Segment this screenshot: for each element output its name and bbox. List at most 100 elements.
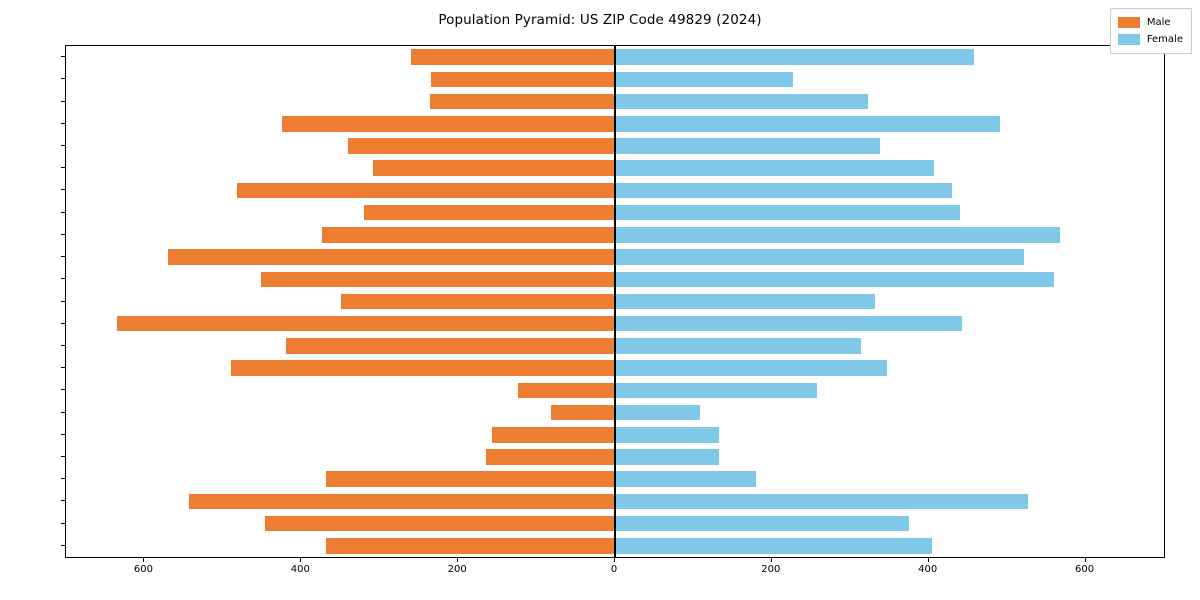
y-axis-tick-mark xyxy=(61,544,65,546)
bar-female xyxy=(615,493,1028,510)
y-axis-tick-mark xyxy=(61,278,65,280)
bar-female xyxy=(615,249,1024,265)
bar-male xyxy=(431,71,615,88)
bar-female xyxy=(615,71,794,88)
bar-group xyxy=(66,271,1164,288)
bar-group xyxy=(66,427,1164,443)
x-axis-tick-mark xyxy=(300,558,302,562)
bar-male xyxy=(347,138,615,154)
legend-item-female[interactable]: Female xyxy=(1117,31,1183,48)
bar-female xyxy=(615,360,888,376)
bar-male xyxy=(230,360,615,376)
bar-female xyxy=(615,115,1001,132)
bar-female xyxy=(615,160,935,176)
bar-male xyxy=(260,271,615,288)
bar-group xyxy=(66,182,1164,199)
y-axis-tick-mark xyxy=(61,211,65,213)
bar-female xyxy=(615,449,719,465)
bar-male xyxy=(286,338,615,354)
bar-male xyxy=(325,471,615,487)
bar-group xyxy=(66,493,1164,510)
bar-female xyxy=(615,515,910,532)
bar-female xyxy=(615,93,869,110)
y-axis-tick-mark xyxy=(61,78,65,80)
y-axis-tick-mark xyxy=(61,300,65,302)
bar-male xyxy=(550,404,615,421)
zero-axis-line xyxy=(614,46,616,557)
bar-group xyxy=(66,249,1164,265)
bar-group xyxy=(66,71,1164,88)
y-axis-tick-mark xyxy=(61,256,65,258)
bar-group xyxy=(66,293,1164,310)
x-axis-tick-mark xyxy=(143,558,145,562)
bar-female xyxy=(615,138,881,154)
x-axis-tick-mark xyxy=(927,558,929,562)
bar-female xyxy=(615,49,975,65)
x-axis-tick-label: 400 xyxy=(290,564,310,575)
legend: Male Female xyxy=(1109,8,1192,54)
bar-male xyxy=(373,160,615,176)
x-axis-tick-label: 0 xyxy=(610,564,618,575)
bar-male xyxy=(340,293,615,310)
bar-group xyxy=(66,315,1164,332)
y-axis-tick-mark xyxy=(61,322,65,324)
y-axis-tick-mark xyxy=(61,522,65,524)
bar-male xyxy=(517,382,615,399)
x-axis-tick-label: 200 xyxy=(447,564,467,575)
x-axis-tick-mark xyxy=(1084,558,1086,562)
bar-male xyxy=(189,493,615,510)
y-axis-tick-mark xyxy=(61,233,65,235)
bar-group xyxy=(66,138,1164,154)
y-axis-tick-mark xyxy=(61,122,65,124)
bar-group xyxy=(66,93,1164,110)
bar-female xyxy=(615,471,757,487)
bar-female xyxy=(615,338,862,354)
bar-female xyxy=(615,427,719,443)
bar-male xyxy=(326,538,615,554)
plot-area xyxy=(65,45,1165,558)
legend-item-male[interactable]: Male xyxy=(1117,14,1183,31)
bar-group xyxy=(66,538,1164,554)
bar-male xyxy=(485,449,615,465)
legend-label-female: Female xyxy=(1146,34,1183,45)
y-axis-tick-mark xyxy=(61,478,65,480)
bar-group xyxy=(66,382,1164,399)
bar-group xyxy=(66,115,1164,132)
bar-group xyxy=(66,338,1164,354)
bar-male xyxy=(364,204,615,221)
bar-female xyxy=(615,538,932,554)
x-axis-tick-label: 600 xyxy=(1075,564,1095,575)
y-axis-tick-mark xyxy=(61,100,65,102)
bar-male xyxy=(116,315,615,332)
bar-group xyxy=(66,204,1164,221)
y-axis-tick-mark xyxy=(61,389,65,391)
bar-female xyxy=(615,315,963,332)
y-axis-tick-mark xyxy=(61,411,65,413)
bar-female xyxy=(615,271,1055,288)
x-axis: 600 400 200 0 200 400 600 xyxy=(65,558,1165,588)
y-axis-tick-mark xyxy=(61,433,65,435)
y-axis-tick-mark xyxy=(61,344,65,346)
bar-male xyxy=(265,515,615,532)
bar-group xyxy=(66,404,1164,421)
bar-male xyxy=(236,182,615,199)
legend-swatch-female-icon xyxy=(1117,34,1140,45)
bars-container xyxy=(66,46,1164,557)
bar-female xyxy=(615,382,818,399)
x-axis-tick-label: 400 xyxy=(918,564,938,575)
legend-label-male: Male xyxy=(1146,17,1171,28)
bar-group xyxy=(66,471,1164,487)
bar-female xyxy=(615,182,953,199)
page-title: Population Pyramid: US ZIP Code 49829 (2… xyxy=(438,12,762,28)
legend-swatch-male-icon xyxy=(1117,17,1140,28)
y-axis-tick-mark xyxy=(61,56,65,58)
bar-group xyxy=(66,160,1164,176)
y-axis-tick-mark xyxy=(61,189,65,191)
bar-female xyxy=(615,404,701,421)
y-axis-tick-mark xyxy=(61,456,65,458)
x-axis-tick-mark xyxy=(770,558,772,562)
bar-male xyxy=(282,115,615,132)
y-axis-tick-mark xyxy=(61,144,65,146)
x-axis-tick-mark xyxy=(614,558,615,562)
